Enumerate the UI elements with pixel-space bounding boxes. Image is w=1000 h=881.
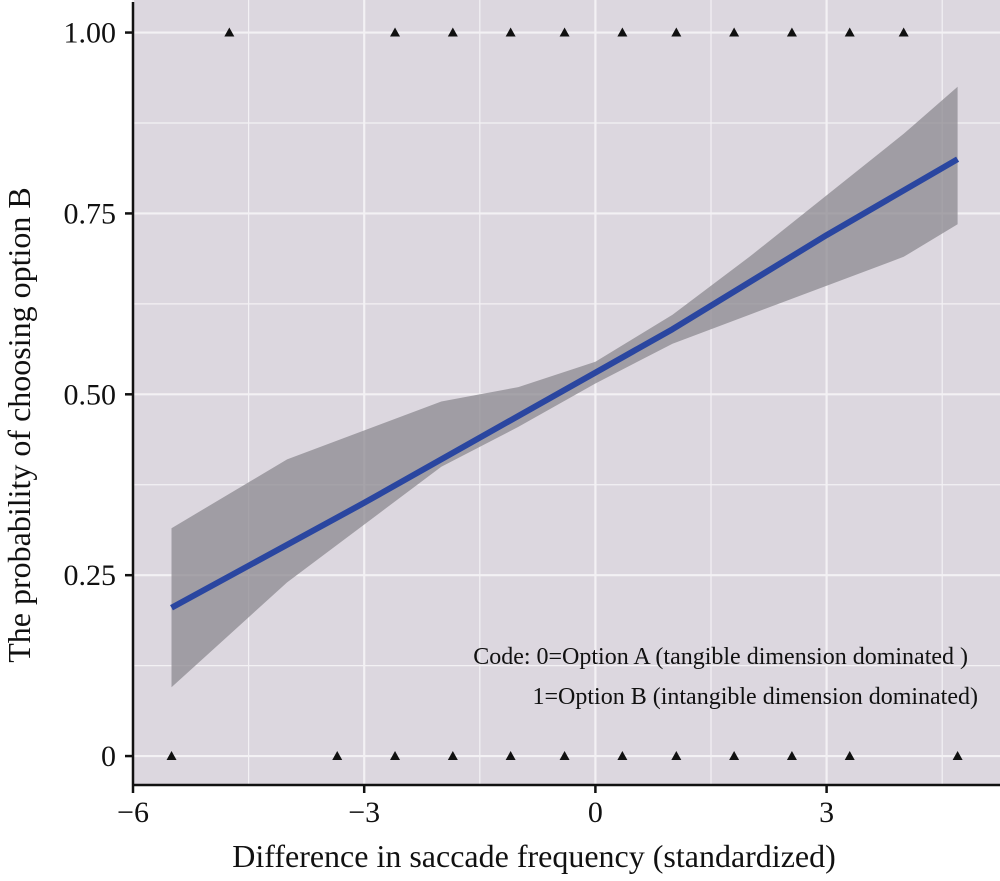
data-points-group bbox=[166, 27, 963, 761]
y-tick-label: 0 bbox=[101, 740, 116, 773]
annotation-line-1: Code: 0=Option A (tangible dimension dom… bbox=[473, 644, 968, 670]
data-point-y0 bbox=[671, 751, 682, 761]
x-tick-label: 0 bbox=[588, 796, 603, 829]
y-tick-label: 0.25 bbox=[64, 559, 117, 592]
data-point-y1 bbox=[844, 27, 855, 37]
data-point-y1 bbox=[447, 27, 458, 37]
x-tick-label: −6 bbox=[117, 796, 149, 829]
data-point-y0 bbox=[786, 751, 797, 761]
fit-line-group bbox=[170, 156, 960, 611]
x-axis-title: Difference in saccade frequency (standar… bbox=[232, 838, 836, 874]
data-point-y1 bbox=[224, 27, 235, 37]
y-tick-label: 1.00 bbox=[64, 17, 117, 50]
x-tick-label: −3 bbox=[348, 796, 380, 829]
data-point-y0 bbox=[166, 751, 177, 761]
data-point-y1 bbox=[898, 27, 909, 37]
fit-line bbox=[170, 156, 960, 611]
y-tick-label: 0.75 bbox=[64, 197, 117, 230]
data-point-y0 bbox=[332, 751, 343, 761]
y-axis-title: The probability of choosing option B bbox=[1, 187, 37, 663]
data-point-y1 bbox=[786, 27, 797, 37]
axes-group: −6 −3 0 3 0 0.25 0.50 0.75 1.00 bbox=[64, 2, 1000, 829]
y-tick-label: 0.50 bbox=[64, 378, 117, 411]
data-point-y1 bbox=[729, 27, 740, 37]
data-point-y0 bbox=[729, 751, 740, 761]
data-point-y0 bbox=[505, 751, 516, 761]
x-tick-label: 3 bbox=[819, 796, 834, 829]
data-point-y1 bbox=[505, 27, 516, 37]
data-point-y0 bbox=[952, 751, 963, 761]
data-point-y0 bbox=[447, 751, 458, 761]
data-point-y0 bbox=[390, 751, 401, 761]
data-point-y1 bbox=[559, 27, 570, 37]
data-point-y1 bbox=[671, 27, 682, 37]
data-point-y1 bbox=[617, 27, 628, 37]
annotation-line-2: 1=Option B (intangible dimension dominat… bbox=[533, 684, 978, 710]
data-point-y0 bbox=[559, 751, 570, 761]
data-point-y1 bbox=[390, 27, 401, 37]
data-point-y0 bbox=[844, 751, 855, 761]
data-point-y0 bbox=[617, 751, 628, 761]
